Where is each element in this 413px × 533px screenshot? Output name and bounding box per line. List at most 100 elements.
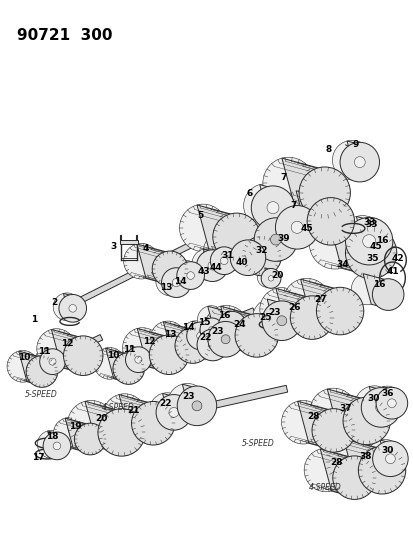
- Polygon shape: [260, 216, 281, 261]
- Text: 20: 20: [95, 414, 107, 423]
- Text: 10: 10: [18, 352, 31, 361]
- Ellipse shape: [94, 348, 125, 379]
- Text: 90721  300: 90721 300: [17, 28, 112, 43]
- Text: 2: 2: [51, 298, 57, 307]
- Ellipse shape: [259, 200, 271, 212]
- Ellipse shape: [167, 383, 206, 423]
- Text: 24: 24: [233, 320, 245, 329]
- Ellipse shape: [252, 298, 291, 338]
- Ellipse shape: [181, 321, 209, 349]
- Ellipse shape: [53, 293, 81, 321]
- Ellipse shape: [264, 274, 269, 280]
- Ellipse shape: [221, 335, 230, 344]
- Polygon shape: [119, 394, 159, 445]
- Ellipse shape: [197, 329, 228, 361]
- Ellipse shape: [176, 262, 204, 289]
- Ellipse shape: [325, 438, 373, 485]
- Text: 31: 31: [221, 251, 233, 260]
- Ellipse shape: [130, 355, 137, 362]
- Ellipse shape: [192, 331, 199, 338]
- Ellipse shape: [375, 402, 385, 413]
- Text: 36: 36: [380, 389, 393, 398]
- Ellipse shape: [220, 257, 228, 264]
- Polygon shape: [65, 418, 94, 454]
- Ellipse shape: [49, 358, 56, 365]
- Text: 13: 13: [160, 283, 172, 292]
- Text: 5-SPEED: 5-SPEED: [241, 439, 274, 448]
- Ellipse shape: [298, 167, 349, 219]
- Ellipse shape: [7, 351, 38, 382]
- Polygon shape: [162, 393, 178, 430]
- Text: 42: 42: [390, 254, 403, 263]
- Ellipse shape: [242, 236, 281, 276]
- Ellipse shape: [207, 261, 216, 270]
- Ellipse shape: [40, 349, 65, 375]
- Ellipse shape: [368, 400, 379, 411]
- Ellipse shape: [212, 213, 259, 261]
- FancyBboxPatch shape: [120, 240, 138, 244]
- Ellipse shape: [63, 303, 71, 311]
- Polygon shape: [300, 279, 345, 334]
- Text: 7: 7: [280, 173, 287, 182]
- Polygon shape: [192, 321, 204, 349]
- Text: 10: 10: [107, 351, 119, 360]
- Text: 33: 33: [363, 218, 375, 227]
- Ellipse shape: [166, 277, 174, 285]
- Ellipse shape: [366, 439, 401, 475]
- Text: 3: 3: [110, 241, 116, 251]
- Ellipse shape: [213, 229, 252, 268]
- Ellipse shape: [332, 456, 375, 499]
- Polygon shape: [193, 281, 388, 353]
- Ellipse shape: [202, 339, 211, 348]
- Ellipse shape: [26, 356, 57, 387]
- Ellipse shape: [169, 407, 178, 417]
- Ellipse shape: [204, 305, 247, 349]
- Ellipse shape: [354, 157, 364, 167]
- Ellipse shape: [309, 217, 360, 269]
- Text: 12: 12: [61, 338, 73, 348]
- Ellipse shape: [69, 304, 76, 312]
- Text: 28: 28: [329, 458, 342, 467]
- Ellipse shape: [98, 409, 145, 456]
- Ellipse shape: [332, 140, 371, 180]
- Text: 19: 19: [69, 422, 82, 431]
- Ellipse shape: [103, 394, 146, 437]
- Text: 11: 11: [123, 345, 135, 353]
- Ellipse shape: [203, 233, 238, 268]
- Ellipse shape: [175, 328, 210, 364]
- Ellipse shape: [203, 260, 211, 269]
- Ellipse shape: [172, 261, 199, 288]
- Text: 11: 11: [38, 346, 50, 356]
- Ellipse shape: [375, 387, 407, 419]
- Text: 4: 4: [142, 244, 149, 253]
- Ellipse shape: [354, 386, 393, 425]
- Text: 4-SPEED: 4-SPEED: [101, 403, 134, 413]
- Text: 18: 18: [46, 432, 58, 441]
- Text: 4-SPEED: 4-SPEED: [308, 483, 341, 491]
- Ellipse shape: [262, 157, 313, 209]
- Text: 23: 23: [182, 392, 194, 401]
- Text: 5: 5: [197, 211, 203, 220]
- Ellipse shape: [259, 288, 302, 331]
- Text: 28: 28: [306, 412, 319, 421]
- Polygon shape: [23, 335, 102, 376]
- Text: 34: 34: [336, 260, 349, 269]
- Ellipse shape: [344, 228, 396, 279]
- Polygon shape: [220, 306, 262, 357]
- Ellipse shape: [276, 316, 286, 326]
- Polygon shape: [216, 233, 252, 275]
- Polygon shape: [182, 261, 194, 289]
- Ellipse shape: [182, 270, 189, 278]
- Text: 16: 16: [375, 236, 388, 245]
- Ellipse shape: [44, 357, 51, 364]
- Polygon shape: [202, 328, 216, 360]
- Polygon shape: [281, 158, 330, 217]
- Ellipse shape: [361, 387, 400, 427]
- Text: 35: 35: [366, 254, 378, 263]
- Text: 12: 12: [142, 337, 154, 346]
- Ellipse shape: [387, 399, 395, 408]
- Ellipse shape: [177, 386, 216, 426]
- Ellipse shape: [230, 240, 265, 276]
- Text: 20: 20: [270, 271, 282, 280]
- Polygon shape: [182, 384, 202, 425]
